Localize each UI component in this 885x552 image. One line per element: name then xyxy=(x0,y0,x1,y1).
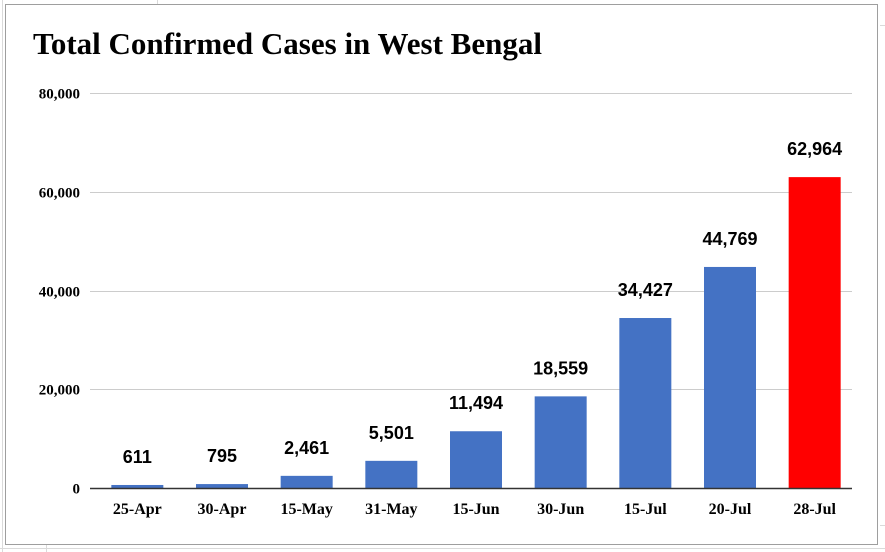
bar xyxy=(365,460,418,488)
bar xyxy=(280,475,333,488)
data-label: 34,427 xyxy=(618,280,673,300)
data-label: 2,461 xyxy=(284,438,329,458)
x-tick-label: 15-Jun xyxy=(452,501,499,518)
x-tick-label: 31-May xyxy=(365,501,417,518)
data-label: 18,559 xyxy=(533,358,588,378)
data-label: 5,501 xyxy=(369,423,414,443)
x-tick-label: 30-Jun xyxy=(537,501,584,518)
x-tick-label: 25-Apr xyxy=(113,501,162,518)
bar xyxy=(196,484,248,488)
bar xyxy=(619,318,672,488)
y-tick-label: 80,000 xyxy=(39,87,80,103)
x-tick-label: 15-May xyxy=(280,501,332,518)
data-label: 795 xyxy=(207,446,237,466)
y-tick-label: 40,000 xyxy=(39,285,80,301)
bar xyxy=(704,266,756,488)
data-label: 11,494 xyxy=(449,393,503,413)
bar xyxy=(534,396,587,488)
y-tick-label: 0 xyxy=(73,482,81,498)
x-tick-label: 20-Jul xyxy=(709,501,752,518)
x-tick-label: 15-Jul xyxy=(624,501,667,518)
chart-title: Total Confirmed Cases in West Bengal xyxy=(33,26,542,61)
x-tick-label: 30-Apr xyxy=(198,501,247,518)
x-tick-label: 28-Jul xyxy=(793,501,836,518)
y-tick-label: 20,000 xyxy=(39,383,80,399)
bar xyxy=(111,484,164,488)
bar xyxy=(450,431,502,488)
y-tick-label: 60,000 xyxy=(39,186,80,202)
data-label: 62,964 xyxy=(787,139,842,159)
data-label: 611 xyxy=(123,447,152,467)
bar xyxy=(788,177,841,489)
data-label: 44,769 xyxy=(702,229,757,249)
